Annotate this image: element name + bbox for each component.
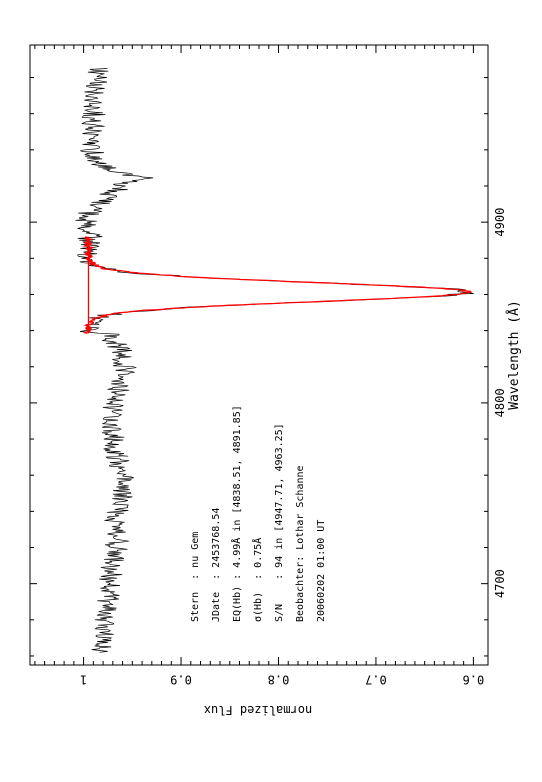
x-axis-label: Wavelength (Å) [506, 300, 522, 410]
x-tick-labels: 4700 4800 4900 [493, 208, 507, 598]
x-tick-label: 4800 [493, 388, 507, 417]
y-tick-label: 0.8 [268, 673, 290, 687]
fit-profile-line [82, 236, 472, 334]
y-tick-label: 1 [80, 673, 87, 687]
y-tick-labels: 1 0.9 0.8 0.7 0.6 [80, 673, 484, 687]
y-ticks [34, 45, 474, 665]
y-tick-label: 0.7 [365, 673, 387, 687]
spectrum-line [75, 68, 474, 653]
annotation-block: Stern : nu Gem JDate : 2453768.54 EQ(Hb)… [190, 405, 327, 622]
annotation-datetime: 20060202 01:00 UT [316, 520, 327, 622]
series-layer [75, 68, 474, 653]
y-axis-label: normalized Flux [204, 703, 312, 717]
x-ticks [30, 77, 488, 657]
annotation-eq: EQ(Hb) : 4.99Å in [4838.51, 4891.85] [230, 405, 243, 622]
annotation-observer: Beobachter: Lothar Schanne [295, 465, 306, 622]
annotation-sigma: σ(Hb) : 0.75Å [251, 538, 264, 622]
annotation-sn: S/N : 94 in [4947.71, 4963.25] [274, 423, 285, 622]
y-tick-label: 0.9 [170, 673, 192, 687]
annotation-jdate: JDate : 2453768.54 [211, 508, 222, 622]
x-tick-label: 4900 [493, 208, 507, 237]
x-tick-label: 4700 [493, 569, 507, 598]
y-tick-label: 0.6 [463, 673, 485, 687]
annotation-star: Stern : nu Gem [190, 532, 201, 622]
